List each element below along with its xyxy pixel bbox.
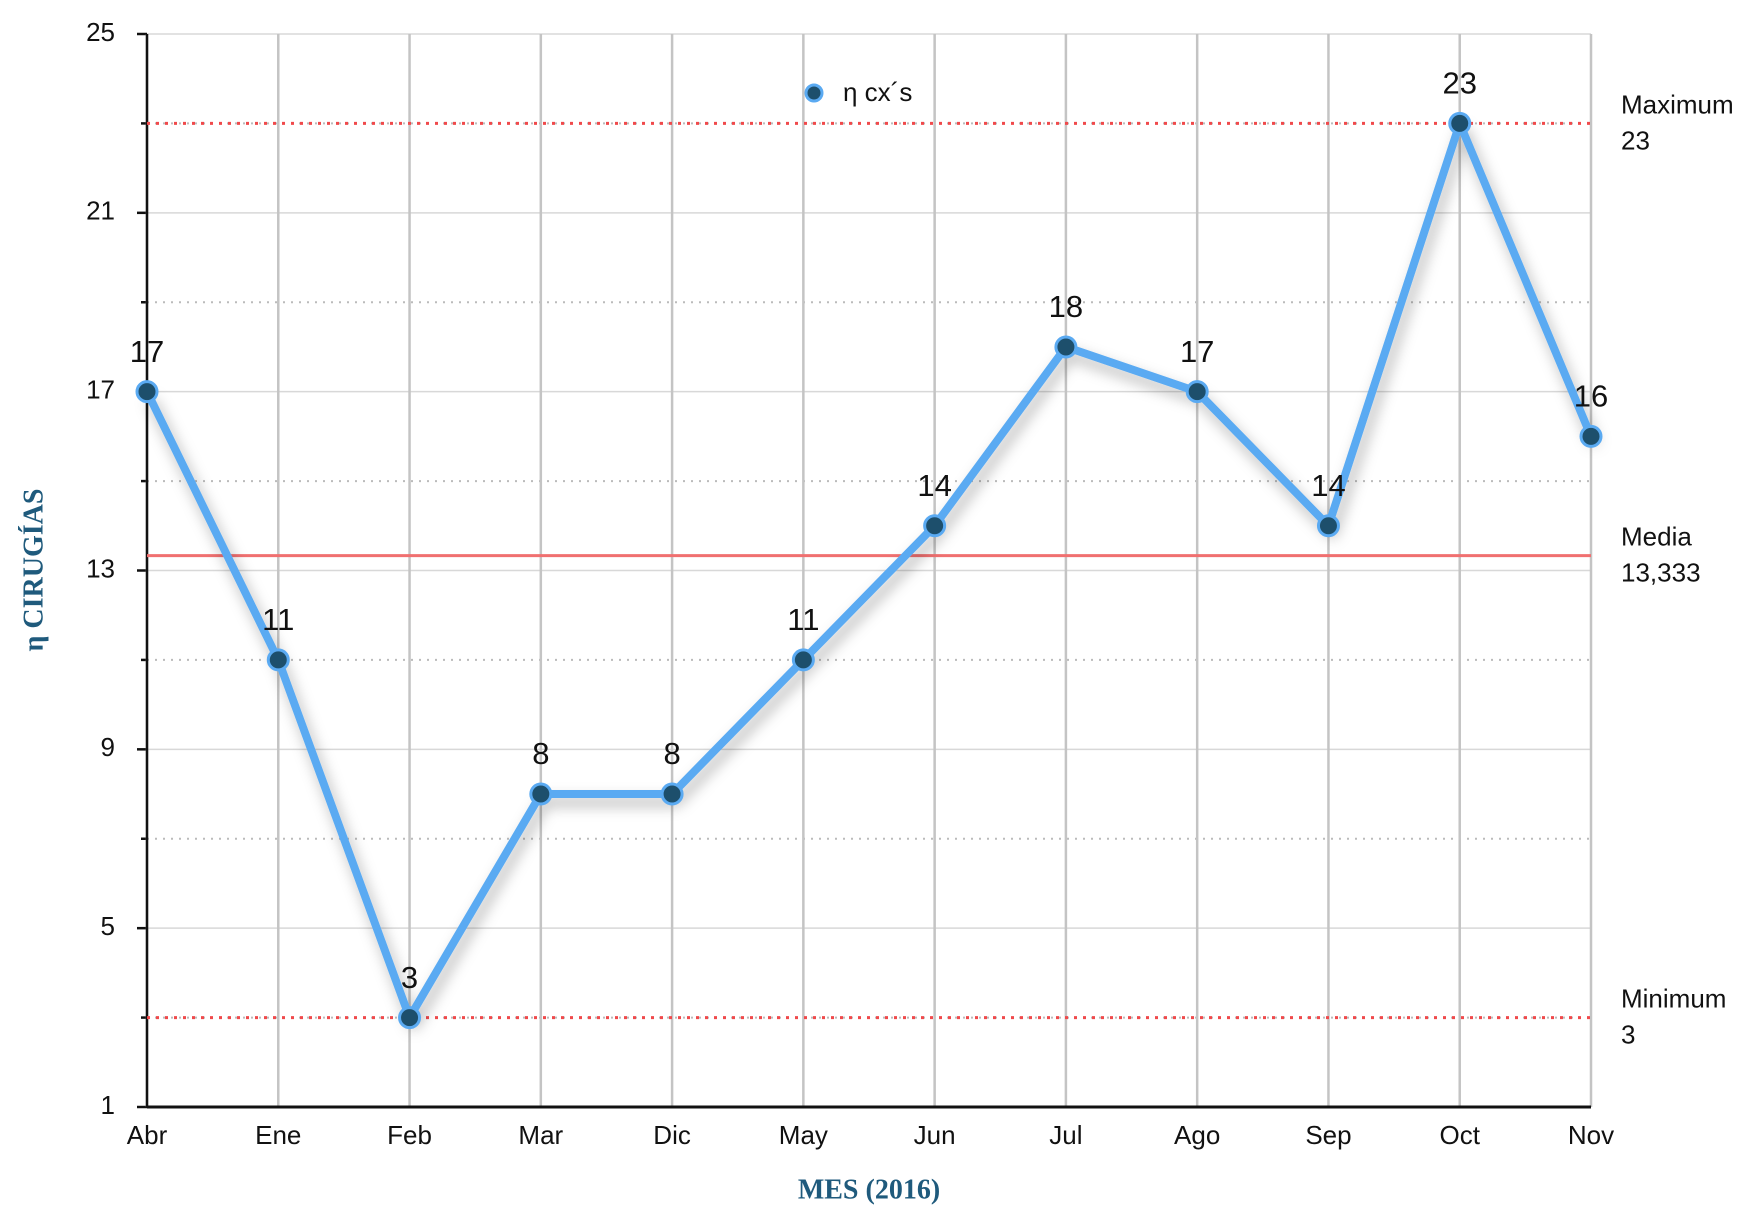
data-label: 11: [262, 602, 294, 637]
y-axis-title: η CIRUGÍAS: [18, 489, 49, 652]
reference-name: Maximum: [1621, 89, 1734, 119]
x-tick-label: Mar: [518, 1120, 563, 1150]
data-label: 14: [917, 468, 951, 503]
y-tick-label: 9: [101, 732, 115, 762]
x-tick-label: Abr: [127, 1120, 168, 1150]
point: [923, 514, 947, 538]
point: [1316, 514, 1340, 538]
point: [529, 782, 553, 806]
point: [398, 1006, 422, 1030]
data-label: 16: [1574, 379, 1608, 414]
point: [1579, 424, 1603, 448]
data-label: 8: [663, 736, 680, 771]
legend-marker: [804, 83, 824, 103]
y-tick-label: 5: [101, 911, 115, 941]
reference-value: 3: [1621, 1019, 1635, 1049]
x-axis-title: MES (2016): [798, 1174, 940, 1205]
point: [135, 380, 159, 404]
data-label: 18: [1049, 289, 1083, 324]
x-tick-label: Ene: [255, 1120, 301, 1150]
data-label: 14: [1311, 468, 1345, 503]
y-tick-label: 25: [86, 17, 115, 47]
data-label: 3: [401, 960, 418, 995]
reference-value: 13,333: [1621, 557, 1701, 587]
point: [266, 648, 290, 672]
point: [660, 782, 684, 806]
x-tick-label: May: [779, 1120, 828, 1150]
x-tick-label: Oct: [1440, 1120, 1481, 1150]
point: [791, 648, 815, 672]
data-label: 23: [1442, 66, 1476, 101]
x-tick-label: Sep: [1305, 1120, 1351, 1150]
x-tick-label: Jul: [1049, 1120, 1082, 1150]
y-tick-label: 17: [86, 375, 115, 405]
y-tick-label: 21: [86, 196, 115, 226]
x-tick-label: Ago: [1174, 1120, 1220, 1150]
point: [1448, 111, 1472, 135]
y-tick-label: 13: [86, 553, 115, 583]
x-tick-label: Dic: [653, 1120, 691, 1150]
y-tick-label: 1: [101, 1090, 115, 1120]
reference-name: Minimum: [1621, 983, 1726, 1013]
point: [1054, 335, 1078, 359]
reference-value: 23: [1621, 125, 1650, 155]
x-tick-label: Jun: [914, 1120, 956, 1150]
reference-name: Media: [1621, 521, 1692, 551]
x-tick-label: Nov: [1568, 1120, 1614, 1150]
legend-label: η cx´s: [843, 77, 912, 107]
x-tick-label: Feb: [387, 1120, 432, 1150]
data-label: 17: [130, 334, 164, 369]
data-label: 11: [787, 602, 819, 637]
data-label: 8: [532, 736, 549, 771]
series-line: [143, 119, 1595, 1022]
data-label: 17: [1180, 334, 1214, 369]
point: [1185, 380, 1209, 404]
